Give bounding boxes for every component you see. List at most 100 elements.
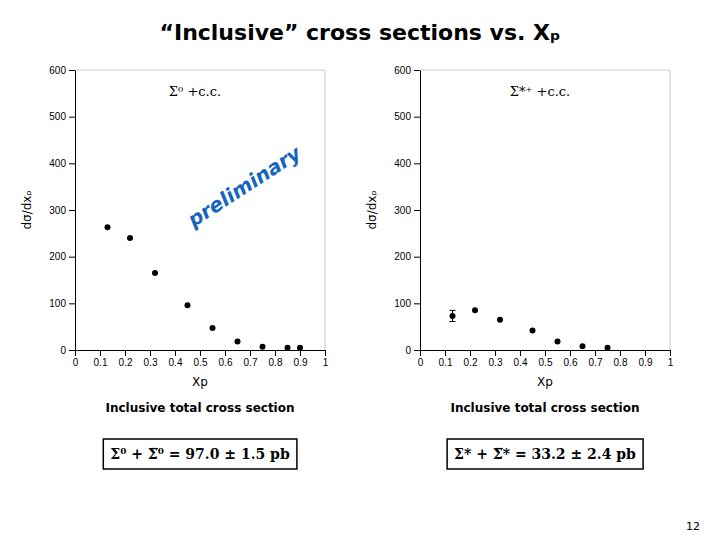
x-tick-label: 0.1 — [439, 357, 453, 368]
y-tick-label: 300 — [394, 205, 411, 216]
y-tick-mark — [69, 210, 75, 211]
x-tick: 0.3 — [144, 350, 158, 368]
point — [152, 270, 158, 276]
y-tick: 200 — [49, 251, 75, 262]
y-tick-mark — [414, 70, 420, 71]
x-tick-label: 0.6 — [219, 357, 233, 368]
x-tick-label: 0.7 — [589, 357, 603, 368]
y-tick-label: 600 — [49, 65, 66, 76]
formula-frame — [103, 439, 297, 469]
x-tick: 0.5 — [194, 350, 208, 368]
y-tick-label: 400 — [394, 158, 411, 169]
x-tick-label: 0.7 — [244, 357, 258, 368]
x-tick-label: 0.9 — [294, 357, 308, 368]
y-tick-mark — [414, 210, 420, 211]
y-tick: 600 — [394, 65, 420, 76]
y-tick-label: 400 — [49, 158, 66, 169]
x-tick-mark — [275, 350, 276, 356]
y-tick-label: 200 — [394, 251, 411, 262]
y-tick-mark — [69, 117, 75, 118]
y-tick: 500 — [49, 111, 75, 122]
y-tick-label: 500 — [394, 111, 411, 122]
marks — [105, 224, 304, 350]
formula: Σ* + Σ̅* = 33.2 ± 2.4 pb — [454, 446, 636, 462]
x-tick-label: 1 — [668, 357, 674, 368]
y-axis: 0 100 200 300 400 500 600 — [49, 65, 75, 356]
x-axis-title: Xp — [192, 375, 208, 389]
x-tick: 0.9 — [639, 350, 653, 368]
y-axis-title: dσ/dxₚ — [365, 190, 379, 229]
x-tick-label: 0.8 — [269, 357, 283, 368]
x-tick-mark — [470, 350, 471, 356]
y-tick-label: 300 — [49, 205, 66, 216]
point — [105, 224, 111, 230]
y-tick-mark — [414, 257, 420, 258]
point — [235, 339, 241, 345]
y-tick-mark — [69, 163, 75, 164]
y-tick-label: 500 — [49, 111, 66, 122]
x-tick-label: 0.4 — [514, 357, 528, 368]
x-tick-mark — [325, 350, 326, 356]
point — [210, 325, 216, 331]
x-tick-mark — [200, 350, 201, 356]
x-tick: 0.8 — [614, 350, 628, 368]
x-axis-title: Xp — [537, 375, 553, 389]
x-axis: 00.10.20.30.40.50.60.70.80.91 — [418, 350, 674, 368]
y-axis-line — [414, 71, 421, 351]
x-tick-mark — [445, 350, 446, 356]
x-tick-mark — [125, 350, 126, 356]
y-tick: 200 — [394, 251, 420, 262]
point — [260, 344, 266, 350]
x-tick-mark — [250, 350, 251, 356]
x-tick-label: 0.2 — [464, 357, 478, 368]
y-tick-mark — [414, 117, 420, 118]
x-tick: 0.4 — [514, 350, 528, 368]
preliminary-note: preliminary — [182, 140, 306, 232]
x-tick-mark — [620, 350, 621, 356]
y-tick-label: 100 — [49, 298, 66, 309]
x-tick: 1 — [668, 350, 674, 368]
y-tick: 0 — [60, 345, 75, 356]
frame-top — [75, 70, 325, 71]
point — [530, 327, 536, 333]
x-tick-label: 0.3 — [489, 357, 503, 368]
x-tick-mark — [225, 350, 226, 356]
y-tick-label: 100 — [394, 298, 411, 309]
formula: Σ⁰ + Σ̅⁰ = 97.0 ± 1.5 pb — [110, 446, 290, 462]
x-tick: 0.2 — [119, 350, 133, 368]
x-tick-label: 0.5 — [539, 357, 553, 368]
x-tick: 0.8 — [269, 350, 283, 368]
point — [127, 235, 133, 241]
page-number: 12 — [686, 520, 700, 533]
x-tick-label: 0.9 — [639, 357, 653, 368]
x-tick-label: 0.1 — [94, 357, 108, 368]
x-tick-mark — [520, 350, 521, 356]
point — [185, 302, 191, 308]
y-tick-mark — [69, 303, 75, 304]
x-axis-line — [76, 351, 326, 357]
panel-label: Σ⁰ +c.c. — [169, 84, 221, 99]
formula-frame — [447, 439, 643, 469]
x-tick-label: 0.3 — [144, 357, 158, 368]
formula-box: Σ* + Σ̅* = 33.2 ± 2.4 pb — [447, 439, 643, 469]
frame-right — [670, 70, 671, 350]
marks — [450, 307, 611, 350]
x-tick: 0.7 — [244, 350, 258, 368]
x-tick-label: 0.8 — [614, 357, 628, 368]
x-tick-mark — [570, 350, 571, 356]
y-tick: 300 — [49, 205, 75, 216]
panel-label: Σ*⁺ +c.c. — [510, 84, 570, 99]
x-tick: 0.5 — [539, 350, 553, 368]
point — [450, 313, 456, 319]
y-tick: 600 — [49, 65, 75, 76]
x-tick: 1 — [323, 350, 329, 368]
x-tick-label: 0.2 — [119, 357, 133, 368]
y-tick: 100 — [49, 298, 75, 309]
x-tick-label: 0.4 — [169, 357, 183, 368]
caption: Inclusive total cross section — [105, 401, 294, 415]
panel: 00.10.20.30.40.50.60.70.80.9101002003004… — [365, 65, 674, 469]
x-tick-mark — [595, 350, 596, 356]
x-tick-mark — [545, 350, 546, 356]
y-tick-mark — [69, 257, 75, 258]
x-tick: 0.6 — [219, 350, 233, 368]
